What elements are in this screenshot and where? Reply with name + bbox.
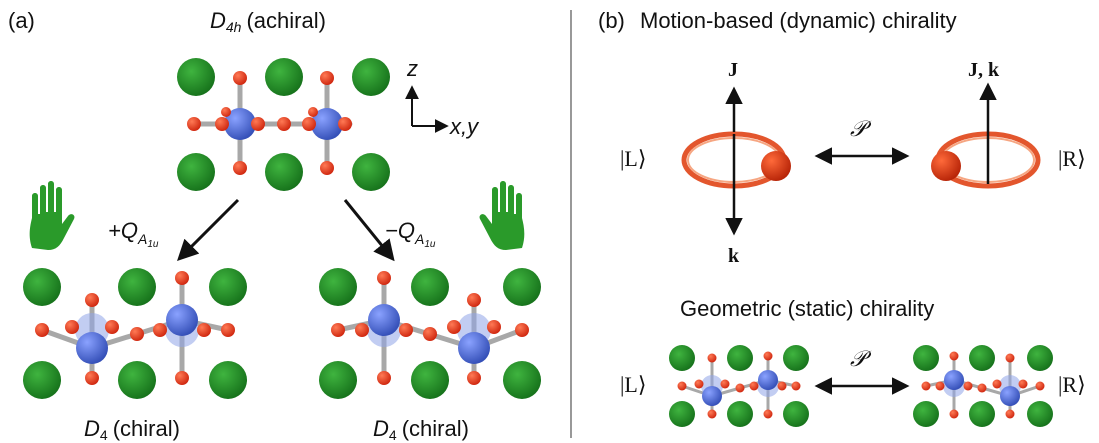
- ket-L-static: |L⟩: [620, 372, 646, 397]
- k-label: k: [728, 245, 740, 267]
- axis-z-label: z: [406, 56, 418, 81]
- left-mode-sign: +Q: [108, 218, 138, 243]
- small-chiral-structure-right: [913, 345, 1053, 427]
- green-atom: [177, 58, 215, 96]
- ket-L-dynamic: |L⟩: [620, 146, 646, 171]
- blue-atom: [311, 108, 343, 140]
- right-mode-subsub: 1u: [424, 239, 436, 250]
- left-rotating-ring: [681, 131, 791, 189]
- bottom-left-note: (chiral): [113, 416, 180, 441]
- green-atom: [177, 153, 215, 191]
- parity-symbol-static: 𝒫: [850, 346, 872, 371]
- static-chirality-title: Geometric (static) chirality: [680, 296, 934, 321]
- bottom-right-group-label: D4 (chiral): [373, 416, 469, 443]
- red-atoms: [187, 71, 352, 175]
- Jk-label: J, k: [968, 59, 1000, 81]
- top-group-note: (achiral): [246, 8, 325, 33]
- chiral-structure-right: [319, 268, 541, 399]
- bottom-left-group-symbol: D: [84, 416, 100, 441]
- J-label: J: [728, 59, 738, 81]
- left-mode-subsub: 1u: [147, 239, 159, 250]
- right-hand-icon: [479, 181, 525, 250]
- ket-R-static: |R⟩: [1058, 372, 1086, 397]
- chiral-structure-left: [23, 268, 247, 399]
- rotating-ball: [761, 151, 791, 181]
- panel-a-label: (a): [8, 8, 35, 33]
- green-atom: [265, 153, 303, 191]
- bottom-left-group-sub: 4: [100, 427, 108, 443]
- right-transform-arrow: [343, 199, 395, 262]
- right-rotating-ring: [931, 131, 1041, 189]
- top-group-title: D4h (achiral): [210, 8, 326, 35]
- bottom-left-group-label: D4 (chiral): [84, 416, 180, 443]
- blue-atom: [224, 108, 256, 140]
- green-atom: [352, 58, 390, 96]
- left-mode-label: +QA1u: [108, 218, 159, 250]
- bottom-right-note: (chiral): [402, 416, 469, 441]
- ket-R-dynamic: |R⟩: [1058, 146, 1086, 171]
- green-atom: [265, 58, 303, 96]
- right-mode-sign: −Q: [385, 218, 415, 243]
- left-transform-arrow: [177, 198, 240, 261]
- bottom-right-group-symbol: D: [373, 416, 389, 441]
- top-group-symbol: D: [210, 8, 226, 33]
- right-mode-label: −QA1u: [385, 218, 436, 250]
- axes-indicator: z x,y: [405, 56, 480, 139]
- parity-symbol-dynamic: 𝒫: [850, 116, 872, 141]
- bottom-right-group-sub: 4: [389, 427, 397, 443]
- achiral-structure: [177, 58, 390, 191]
- green-atom: [352, 153, 390, 191]
- top-group-subscript: 4h: [226, 19, 242, 35]
- rotating-ball: [931, 151, 961, 181]
- left-hand-icon: [29, 181, 75, 250]
- panel-b-label: (b): [598, 8, 625, 33]
- axis-xy-label: x,y: [449, 114, 480, 139]
- left-mode-sub: A: [137, 231, 147, 247]
- small-chiral-structure-left: [669, 345, 809, 427]
- dynamic-chirality-title: Motion-based (dynamic) chirality: [640, 8, 957, 33]
- right-mode-sub: A: [414, 231, 424, 247]
